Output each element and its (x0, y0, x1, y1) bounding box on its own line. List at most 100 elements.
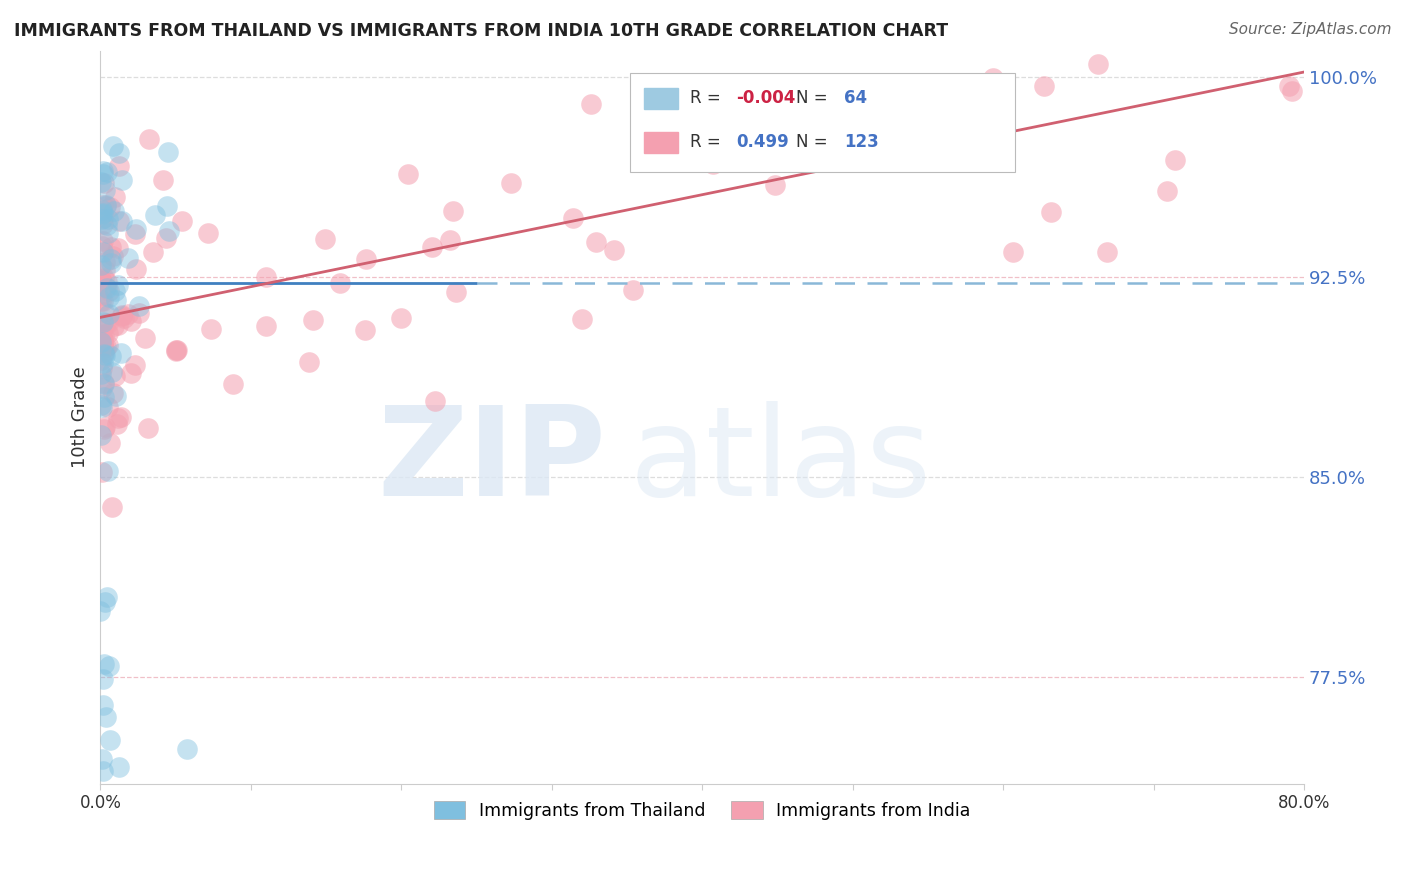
Point (91, 206, 114, 220)
Point (136, 421, 159, 435)
Point (128, 299, 150, 313)
Point (93, 698, 115, 712)
Point (98, 200, 121, 214)
Point (90, 238, 112, 252)
Point (91, 328, 114, 343)
Point (91, 360, 114, 375)
Point (101, 366, 124, 380)
Point (152, 172, 174, 186)
Point (93, 390, 115, 404)
Point (1095, 245, 1118, 260)
Point (93, 167, 115, 181)
Point (157, 225, 180, 239)
Point (200, 321, 222, 335)
Point (93, 376, 115, 391)
Point (571, 312, 593, 326)
Point (423, 394, 446, 409)
Text: atlas: atlas (630, 401, 932, 522)
Point (165, 344, 187, 359)
Point (714, 155, 737, 169)
Point (93, 347, 115, 361)
Point (981, 70, 1004, 85)
Point (94, 340, 117, 354)
Y-axis label: 10th Grade: 10th Grade (72, 367, 89, 468)
Point (110, 409, 132, 424)
Point (90, 401, 112, 415)
Point (1281, 84, 1303, 98)
Point (93, 329, 115, 343)
Point (166, 343, 188, 357)
Point (301, 313, 323, 327)
Point (124, 227, 146, 241)
Point (1278, 78, 1301, 93)
Point (103, 319, 125, 334)
Point (93, 657, 115, 671)
Point (100, 252, 122, 267)
Point (703, 123, 725, 137)
Text: ZIP: ZIP (377, 401, 606, 522)
Point (91, 339, 114, 353)
Point (97, 212, 120, 227)
Point (100, 256, 122, 270)
Point (354, 323, 377, 337)
Point (621, 284, 644, 298)
Text: IMMIGRANTS FROM THAILAND VS IMMIGRANTS FROM INDIA 10TH GRADE CORRELATION CHART: IMMIGRANTS FROM THAILAND VS IMMIGRANTS F… (14, 22, 948, 40)
Point (96, 590, 118, 604)
Point (104, 368, 127, 383)
Point (875, 77, 897, 91)
Point (91, 211, 114, 225)
Point (96, 281, 118, 295)
Point (90, 294, 112, 309)
Point (94, 197, 117, 211)
Point (91, 334, 114, 348)
Text: R =: R = (690, 134, 725, 152)
Point (103, 190, 125, 204)
Point (117, 307, 139, 321)
Point (134, 331, 156, 345)
Point (579, 97, 602, 112)
Point (128, 306, 150, 320)
Point (439, 233, 461, 247)
Point (90, 287, 112, 301)
Point (108, 145, 131, 160)
Point (107, 411, 129, 425)
Text: R =: R = (690, 89, 725, 107)
Point (120, 366, 142, 380)
Point (124, 358, 146, 372)
Legend: Immigrants from Thailand, Immigrants from India: Immigrants from Thailand, Immigrants fro… (426, 794, 977, 827)
Point (176, 741, 198, 756)
Point (165, 343, 187, 357)
Point (97, 401, 120, 415)
Point (90, 428, 112, 442)
Point (91, 234, 114, 248)
Text: N =: N = (796, 89, 832, 107)
Text: 64: 64 (844, 89, 868, 107)
Point (108, 760, 131, 774)
Point (97, 226, 120, 240)
Point (98, 733, 121, 747)
Point (1033, 78, 1056, 93)
Point (111, 309, 134, 323)
Point (314, 232, 336, 246)
Point (93, 315, 115, 329)
Point (94, 199, 117, 213)
Point (93, 422, 115, 436)
Point (222, 377, 245, 392)
FancyBboxPatch shape (630, 72, 1015, 171)
Point (91, 164, 114, 178)
Point (98, 290, 121, 304)
Point (107, 318, 129, 332)
Point (97, 284, 120, 298)
Point (93, 254, 115, 268)
Point (90, 274, 112, 288)
Point (197, 226, 219, 240)
Point (96, 164, 118, 178)
Point (120, 314, 142, 328)
Point (91, 207, 114, 221)
Point (91, 217, 114, 231)
Point (422, 240, 444, 254)
Point (110, 346, 132, 360)
Point (101, 500, 124, 514)
Point (441, 204, 464, 219)
Point (90, 398, 112, 412)
